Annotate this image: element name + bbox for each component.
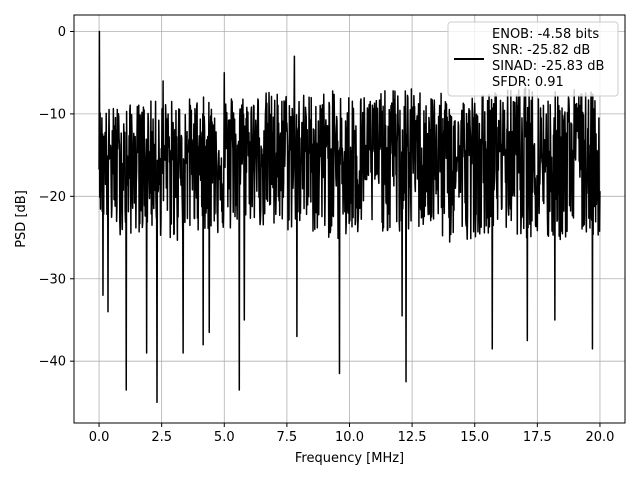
y-tick-label: −10	[39, 107, 66, 122]
x-tick-label: 20.0	[585, 430, 614, 445]
legend-label-enob: ENOB: -4.58 bits	[492, 27, 599, 42]
x-tick-label: 17.5	[523, 430, 552, 445]
y-tick-label: −30	[39, 272, 66, 287]
legend: ENOB: -4.58 bits SNR: -25.82 dB SINAD: -…	[447, 21, 619, 97]
y-tick-label: −40	[39, 355, 66, 370]
psd-series-line	[98, 30, 601, 404]
x-tick-label: 15.0	[460, 430, 489, 445]
x-tick-label: 5.0	[214, 430, 235, 445]
plot-area	[98, 30, 601, 404]
x-tick-label: 0.0	[89, 430, 110, 445]
y-tick-label: −20	[39, 190, 66, 205]
x-axis-label: Frequency [MHz]	[295, 451, 404, 466]
x-tick-label: 10.0	[335, 430, 364, 445]
legend-label-sinad: SINAD: -25.83 dB	[492, 59, 604, 74]
y-axis-ticks: 0 −10 −20 −30 −40	[39, 25, 74, 370]
x-tick-label: 7.5	[277, 430, 298, 445]
legend-label-snr: SNR: -25.82 dB	[492, 43, 590, 58]
y-axis-label: PSD [dB]	[14, 190, 29, 248]
legend-label-sfdr: SFDR: 0.91	[492, 75, 564, 90]
x-tick-label: 12.5	[398, 430, 427, 445]
x-axis-ticks: 0.0 2.5 5.0 7.5 10.0 12.5 15.0 17.5 20.0	[89, 423, 614, 445]
x-tick-label: 2.5	[151, 430, 172, 445]
y-tick-label: 0	[58, 25, 66, 40]
legend-box	[447, 21, 619, 97]
